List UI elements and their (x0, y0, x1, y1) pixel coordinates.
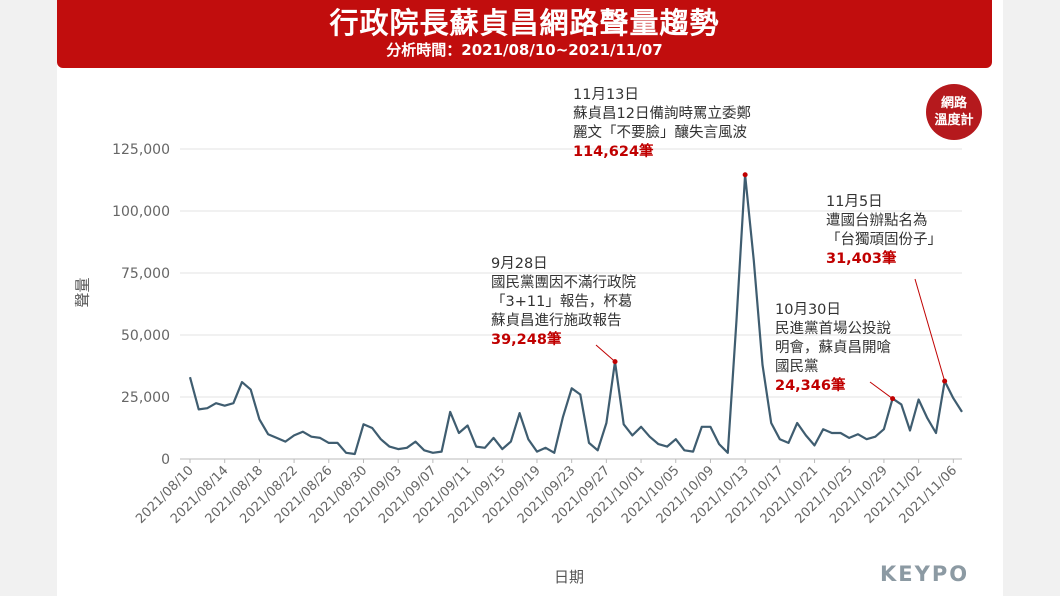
wangluo-wenduji-badge: 網路 溫度計 (926, 84, 982, 140)
x-axis-label: 日期 (554, 568, 585, 586)
y-tick-label: 75,000 (121, 266, 170, 282)
annotation-leader (595, 344, 616, 363)
y-tick-label: 125,000 (112, 142, 170, 158)
chart-subtitle: 分析時間：2021/08/10~2021/11/07 (386, 41, 663, 59)
annotation-marker (742, 172, 748, 178)
left-margin-panel (0, 0, 57, 596)
annotation-value: 24,346筆 (775, 378, 846, 394)
chart-title: 行政院長蘇貞昌網路聲量趨勢 (329, 6, 720, 40)
annotation-marker (612, 359, 618, 365)
annotation-leader (869, 381, 893, 400)
annotation-value: 31,403筆 (826, 251, 897, 267)
annotation-text: 遭國台辦點名為 (826, 213, 928, 229)
series-line (188, 173, 963, 456)
annotation-date: 11月5日 (826, 194, 883, 210)
annotation-0928: 9月28日 國民黨團因不滿行政院 「3+11」報告，杯葛 蘇貞昌進行施政報告 3… (491, 255, 636, 350)
annotation-date: 11月13日 (573, 87, 639, 103)
y-axis-label: 聲量 (73, 277, 92, 308)
annotation-1113: 11月13日 蘇貞昌12日備詢時罵立委鄭 麗文「不要臉」釀失言風波 114,62… (573, 86, 751, 162)
annotation-text: 民進黨首場公投說 (775, 321, 891, 337)
annotation-1030: 10月30日 民進黨首場公投說 明會，蘇貞昌開嗆 國民黨 24,346筆 (775, 301, 891, 396)
annotation-text: 「3+11」報告，杯葛 (491, 294, 633, 310)
annotation-text: 國民黨 (775, 359, 819, 375)
y-tick-label: 0 (161, 452, 170, 468)
annotation-text: 明會，蘇貞昌開嗆 (775, 340, 891, 356)
annotation-text: 蘇貞昌進行施政報告 (491, 313, 622, 329)
annotation-text: 「台獨頑固份子」 (826, 232, 942, 248)
annotation-date: 9月28日 (491, 256, 548, 272)
badge-line2: 溫度計 (934, 113, 974, 128)
annotation-marker (942, 378, 948, 384)
annotation-marker (890, 396, 896, 402)
annotation-text: 麗文「不要臉」釀失言風波 (573, 125, 747, 141)
annotation-value: 39,248筆 (491, 332, 562, 348)
title-banner: 行政院長蘇貞昌網路聲量趨勢 分析時間：2021/08/10~2021/11/07 (57, 0, 992, 68)
annotation-text: 國民黨團因不滿行政院 (491, 275, 636, 291)
y-tick-label: 25,000 (121, 390, 170, 406)
y-tick-label: 100,000 (112, 204, 170, 220)
y-tick-label: 50,000 (121, 328, 170, 344)
annotation-text: 蘇貞昌12日備詢時罵立委鄭 (573, 106, 751, 122)
annotation-leader (914, 278, 946, 382)
annotation-date: 10月30日 (775, 302, 841, 318)
annotation-1105: 11月5日 遭國台辦點名為 「台獨頑固份子」 31,403筆 (826, 193, 942, 269)
badge-line1: 網路 (940, 96, 967, 111)
annotation-value: 114,624筆 (573, 144, 654, 160)
right-margin-panel (1003, 0, 1060, 596)
keypo-logo: KEYPO (880, 562, 970, 586)
